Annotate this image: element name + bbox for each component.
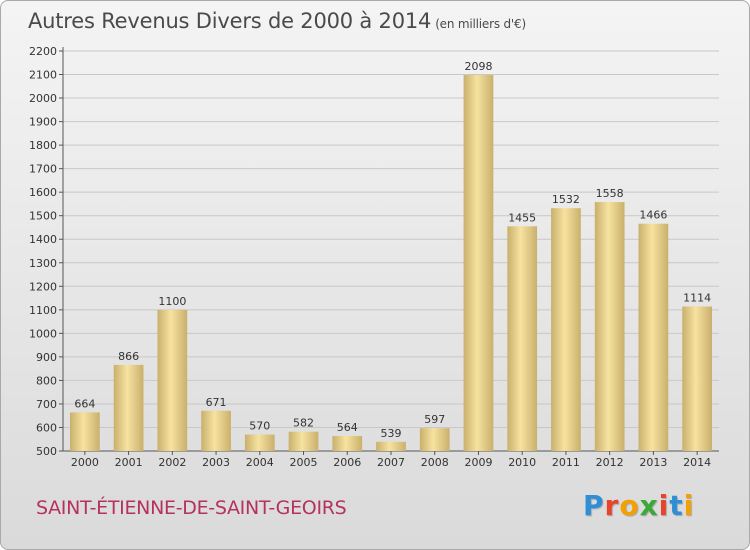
x-tick-label-2003: 2003 [202,456,230,469]
data-label-2005: 582 [293,417,314,430]
y-tick-label: 1200 [29,280,57,293]
y-tick-label: 500 [36,445,57,458]
data-label-2003: 671 [206,396,227,409]
x-tick-label-2012: 2012 [596,456,624,469]
bar-2001 [113,364,144,451]
data-label-2001: 866 [118,350,139,363]
data-labels: 664 866 1100 671 570 582 564 539 597 2098 1455 1532… [74,60,711,440]
logo-letter: x [639,489,659,522]
logo-letter: i [658,489,670,522]
y-tick-label: 700 [36,398,57,411]
x-tick-label-2007: 2007 [377,456,405,469]
x-tick-label-2013: 2013 [639,456,667,469]
bars [69,75,713,451]
data-label-2014: 1114 [683,292,711,305]
bar-2000 [69,412,100,451]
data-label-2009: 2098 [464,60,492,73]
y-tick-label: 900 [36,351,57,364]
y-tick-label: 1600 [29,186,57,199]
title-text: Autres Revenus Divers de 2000 à 2014 [28,9,432,33]
data-label-2000: 664 [74,397,95,410]
y-tick-label: 1700 [29,163,57,176]
bar-2007 [376,441,406,451]
y-tick-label: 800 [36,374,57,387]
bar-2009 [463,75,494,451]
y-tick-label: 1100 [29,304,57,317]
x-tick-label-2002: 2002 [158,456,186,469]
data-label-2010: 1455 [508,211,536,224]
commune-name: SAINT-ÉTIENNE-DE-SAINT-GEOIRS [36,497,347,519]
bar-2006 [332,435,363,451]
x-tick-label-2010: 2010 [508,456,536,469]
bar-2004 [244,434,275,451]
logo-letter: o [619,489,640,522]
bar-2011 [551,208,581,451]
y-tick-label: 1500 [29,210,57,223]
y-tick-label: 2100 [29,69,57,82]
y-tick-label: 2000 [29,92,57,105]
data-label-2004: 570 [249,420,270,433]
data-label-2002: 1100 [158,295,186,308]
x-tick-label-2006: 2006 [333,456,361,469]
bar-2014 [682,306,713,451]
y-tick-label: 1900 [29,116,57,129]
data-label-2006: 564 [337,421,358,434]
x-tick-label-2008: 2008 [421,456,449,469]
bar-2003 [201,410,231,451]
logo-letter: r [604,489,620,522]
bar-2008 [419,428,450,451]
x-tick-label-2001: 2001 [115,456,143,469]
x-tick-label-2011: 2011 [552,456,580,469]
x-tick-label-2009: 2009 [464,456,492,469]
bar-2013 [638,223,669,451]
data-label-2012: 1558 [596,187,624,200]
x-tick-label-2005: 2005 [290,456,318,469]
logo-letter: i [683,489,695,522]
data-label-2007: 539 [381,427,402,440]
x-tick-label-2000: 2000 [71,456,99,469]
bar-2002 [157,309,188,451]
bar-2005 [288,431,319,451]
y-tick-label: 1800 [29,139,57,152]
x-tick-label-2014: 2014 [683,456,711,469]
y-tick-label: 1400 [29,233,57,246]
logo-letter: t [669,489,684,522]
data-label-2013: 1466 [639,209,667,222]
bar-2012 [594,202,625,451]
logo-letter: P [583,489,605,522]
data-label-2011: 1532 [552,193,580,206]
y-tick-label: 1300 [29,257,57,270]
bar-2010 [507,226,538,451]
proxiti-logo: Proxiti [583,489,694,522]
y-tick-label: 600 [36,421,57,434]
chart-title: Autres Revenus Divers de 2000 à 2014 (en … [28,9,526,33]
y-tick-label: 1000 [29,327,57,340]
data-label-2008: 597 [424,413,445,426]
title-unit: (en milliers d'€) [435,17,526,31]
y-tick-label: 2200 [29,45,57,58]
x-tick-label-2004: 2004 [246,456,274,469]
tick-labels: 500 600 700 800 900 1000 1100 1200 1300 1400 1500 1… [29,45,711,469]
